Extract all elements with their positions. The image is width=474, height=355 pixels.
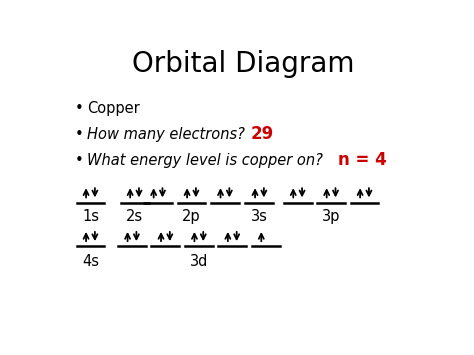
Text: 3p: 3p: [322, 209, 340, 224]
Text: •: •: [75, 153, 84, 168]
Text: Copper: Copper: [87, 101, 139, 116]
Text: 3s: 3s: [251, 209, 268, 224]
Text: 4s: 4s: [82, 254, 99, 269]
Text: n = 4: n = 4: [338, 151, 387, 169]
Text: 2s: 2s: [126, 209, 143, 224]
Text: •: •: [75, 101, 84, 116]
Text: 2p: 2p: [182, 209, 201, 224]
Text: 3d: 3d: [190, 254, 208, 269]
Text: Orbital Diagram: Orbital Diagram: [132, 50, 354, 78]
Text: How many electrons?: How many electrons?: [87, 127, 245, 142]
Text: •: •: [75, 127, 84, 142]
Text: 29: 29: [250, 125, 273, 143]
Text: 1s: 1s: [82, 209, 99, 224]
Text: What energy level is copper on?: What energy level is copper on?: [87, 153, 323, 168]
